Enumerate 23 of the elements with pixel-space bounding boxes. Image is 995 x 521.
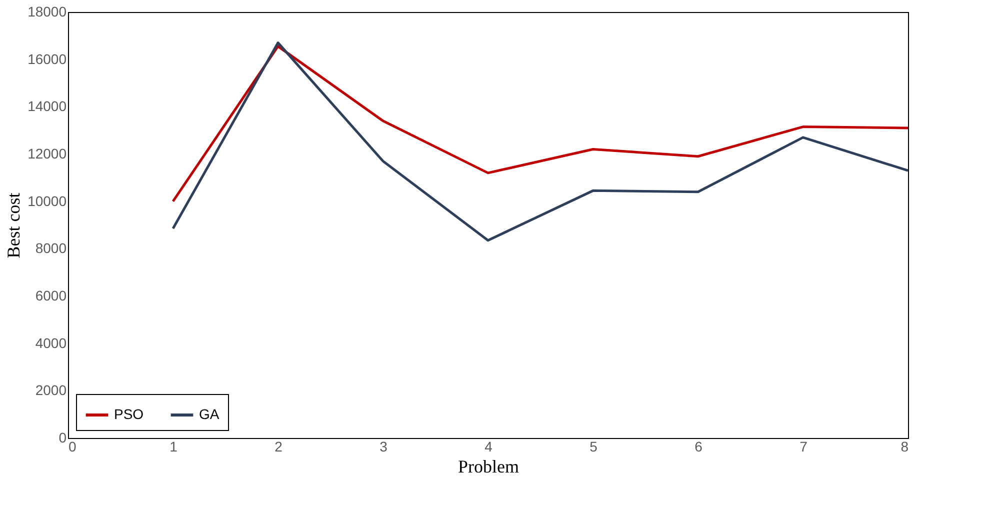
x-axis-title: Problem [458, 456, 519, 476]
x-tick-label: 5 [590, 438, 598, 454]
y-tick-label: 4000 [35, 334, 67, 351]
x-tick-label: 2 [274, 438, 283, 454]
x-tick-label: 4 [484, 438, 493, 454]
y-tick-label: 6000 [35, 288, 67, 304]
y-tick-label: 8000 [35, 240, 67, 256]
x-tick-label: 6 [694, 438, 703, 454]
y-tick-label: 14000 [28, 98, 67, 114]
x-tick-label: 1 [170, 438, 178, 454]
y-tick-label: 12000 [28, 146, 67, 162]
x-tick-label: 8 [900, 438, 909, 454]
y-axis-title: Best cost [4, 192, 24, 258]
x-tick-label: 3 [380, 438, 388, 454]
legend-label: GA [199, 406, 220, 422]
y-tick-label: 10000 [28, 192, 67, 209]
x-tick-label: 7 [800, 438, 808, 454]
y-tick-label: 18000 [28, 4, 67, 20]
line-series [172, 45, 910, 203]
y-tick-label: 16000 [28, 50, 67, 67]
y-tick-label: 2000 [35, 382, 67, 398]
legend-label: PSO [114, 406, 144, 422]
line-series [172, 42, 910, 242]
